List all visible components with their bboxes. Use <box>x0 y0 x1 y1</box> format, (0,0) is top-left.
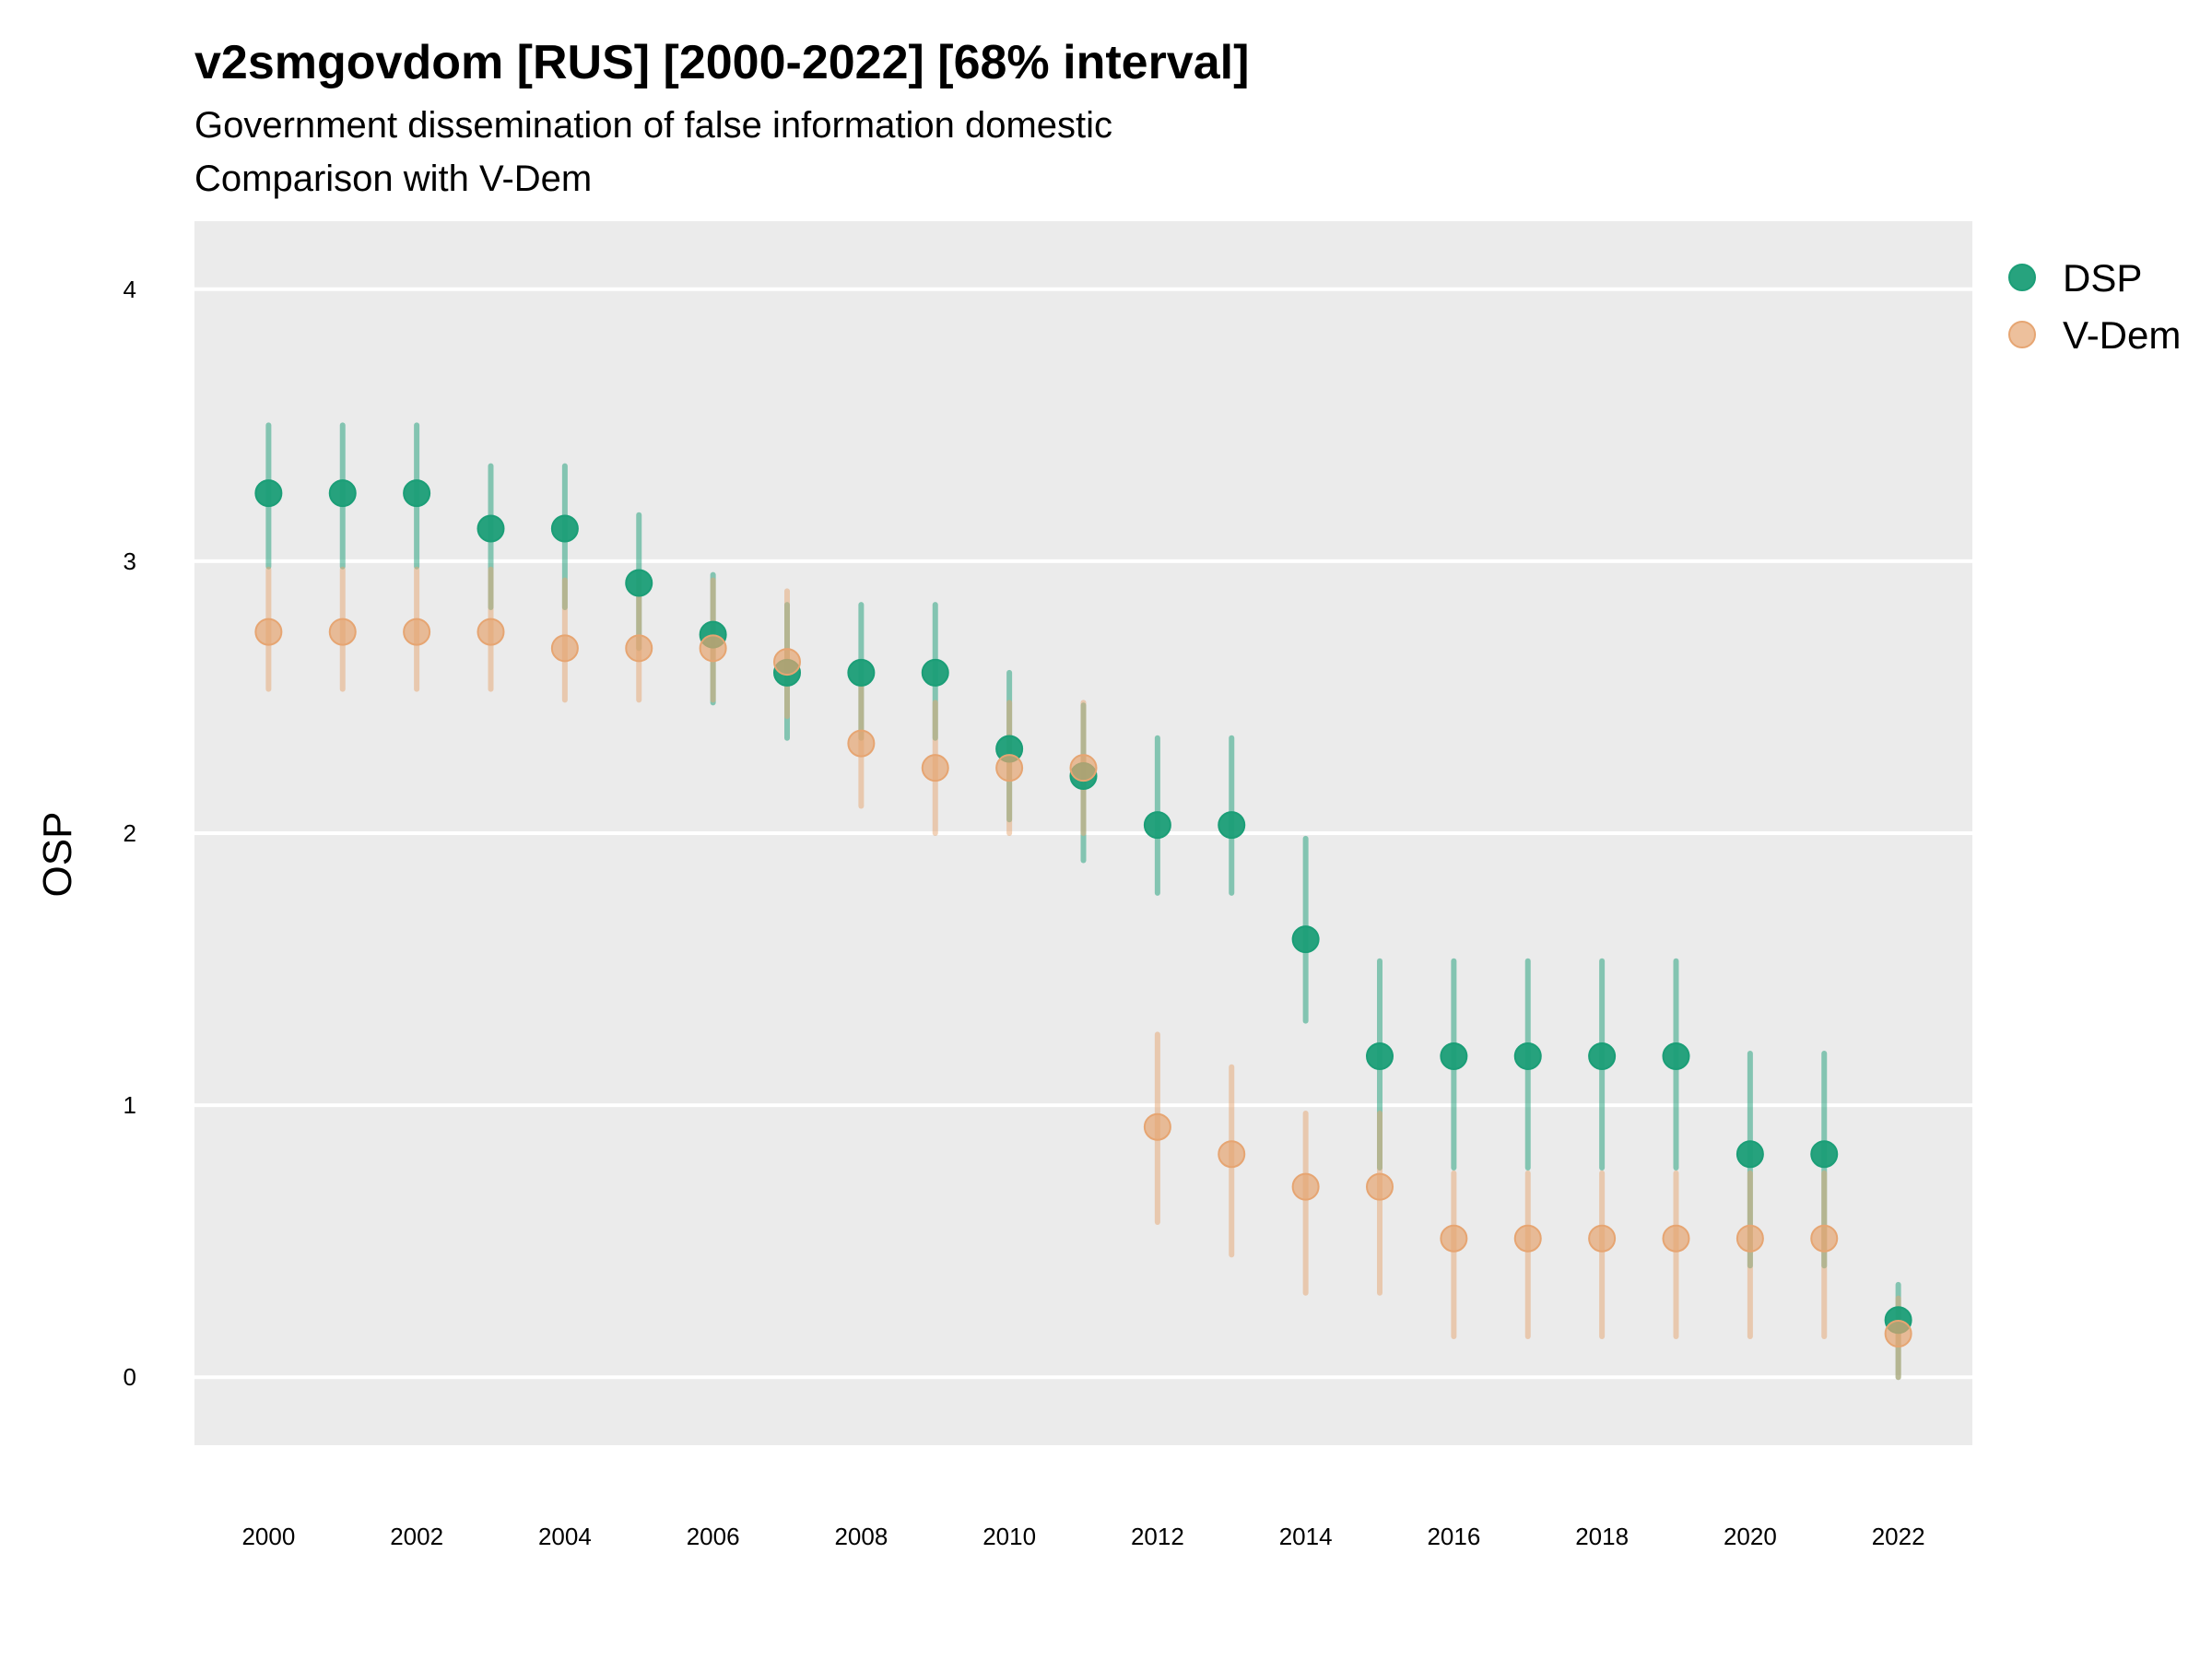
data-point <box>1588 1224 1617 1253</box>
data-point <box>1662 1224 1690 1253</box>
data-point <box>1662 1041 1690 1070</box>
legend-label-dsp: DSP <box>2063 256 2142 300</box>
data-point <box>1143 1112 1171 1141</box>
data-point <box>550 514 579 543</box>
data-point <box>1291 925 1320 954</box>
data-point <box>403 479 431 508</box>
legend-key-v-dem <box>2008 321 2036 348</box>
chart-subtitle-comparison: Comparison with V-Dem <box>194 159 593 199</box>
x-tick-label: 2014 <box>1279 1523 1333 1550</box>
x-axis-ticks: 2000 2002 2004 2006 2008 2010 2012 2014 2016 2018… <box>241 1523 1924 1550</box>
chart-subtitle: Government dissemination of false inform… <box>194 105 1113 146</box>
data-point <box>1069 754 1098 782</box>
x-tick-label: 2004 <box>538 1523 592 1550</box>
data-point <box>921 754 949 782</box>
legend-label-v-dem: V-Dem <box>2063 313 2181 357</box>
data-point <box>847 658 876 687</box>
data-point <box>1735 1140 1764 1169</box>
y-tick-label: 4 <box>124 276 136 303</box>
legend: DSP V-Dem <box>2008 256 2181 357</box>
data-point <box>1366 1172 1394 1201</box>
x-tick-label: 2010 <box>982 1523 1036 1550</box>
data-point <box>995 754 1024 782</box>
data-point <box>1810 1140 1839 1169</box>
data-point <box>1513 1041 1542 1070</box>
data-point <box>921 658 949 687</box>
y-axis-ticks: 0 1 2 3 4 <box>124 276 136 1391</box>
x-tick-label: 2020 <box>1724 1523 1777 1550</box>
data-point <box>254 618 283 646</box>
data-point <box>625 569 653 597</box>
data-point <box>550 634 579 663</box>
y-tick-label: 3 <box>124 547 136 575</box>
data-point <box>699 634 727 663</box>
data-point <box>1440 1041 1468 1070</box>
x-tick-label: 2016 <box>1427 1523 1480 1550</box>
data-point <box>328 618 357 646</box>
x-tick-label: 2018 <box>1575 1523 1629 1550</box>
x-tick-label: 2012 <box>1131 1523 1184 1550</box>
x-tick-label: 2006 <box>687 1523 740 1550</box>
data-point <box>1884 1320 1912 1348</box>
data-point <box>1513 1224 1542 1253</box>
data-point <box>403 618 431 646</box>
x-tick-label: 2000 <box>241 1523 295 1550</box>
data-point <box>1218 811 1246 840</box>
y-tick-label: 0 <box>124 1363 136 1391</box>
x-tick-label: 2022 <box>1872 1523 1925 1550</box>
data-point <box>1588 1041 1617 1070</box>
data-point <box>1810 1224 1839 1253</box>
data-point <box>477 618 505 646</box>
chart-title: v2smgovdom [RUS] [2000-2022] [68% interv… <box>194 36 1250 89</box>
data-point <box>1735 1224 1764 1253</box>
data-point <box>1366 1041 1394 1070</box>
data-point <box>254 479 283 508</box>
data-point <box>1143 811 1171 840</box>
points-v-dem <box>254 618 1912 1348</box>
y-tick-label: 2 <box>124 819 136 847</box>
x-tick-label: 2002 <box>390 1523 443 1550</box>
data-point <box>847 729 876 758</box>
data-point <box>1440 1224 1468 1253</box>
data-point <box>328 479 357 508</box>
data-point <box>477 514 505 543</box>
data-point <box>625 634 653 663</box>
y-tick-label: 1 <box>124 1091 136 1119</box>
data-point <box>773 648 801 677</box>
y-axis-label: OSP <box>35 812 80 898</box>
data-point <box>1218 1140 1246 1169</box>
legend-key-dsp <box>2008 264 2036 291</box>
x-tick-label: 2008 <box>834 1523 888 1550</box>
series-layer <box>254 422 1912 1381</box>
data-point <box>1291 1172 1320 1201</box>
